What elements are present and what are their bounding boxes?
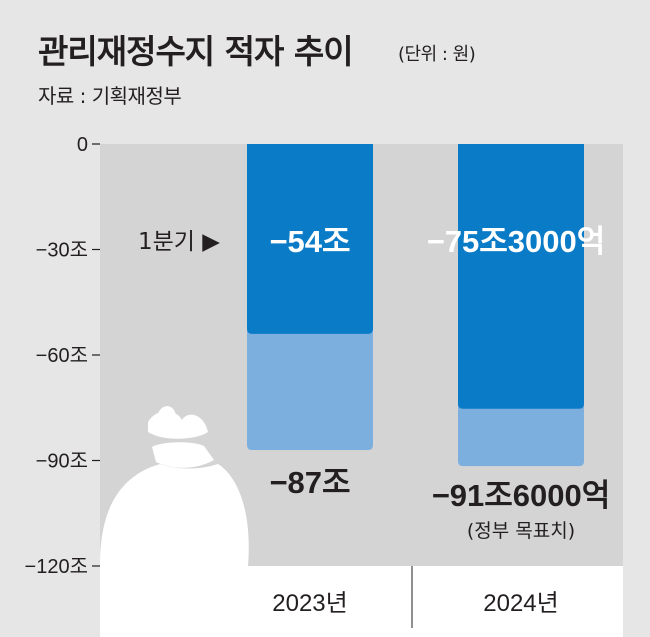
bar-q1 <box>247 144 373 334</box>
y-tick-label: 0 <box>77 134 88 156</box>
y-tick-label: −90조 <box>36 451 88 473</box>
y-tick-label: −60조 <box>36 345 88 367</box>
unit-note: (단위 : 원) <box>398 44 476 65</box>
data-label-q1: −75조3000억 <box>427 224 606 259</box>
bars <box>247 144 584 467</box>
data-label-q1: −54조 <box>269 224 350 259</box>
y-axis: 0 −30조 −60조 −90조 −120조 <box>25 134 100 578</box>
x-tick-label: 2023년 <box>272 590 347 617</box>
money-bag-icon <box>100 406 249 566</box>
data-labels: −87조 −91조6000억 −54조 −75조3000억 <box>269 224 610 513</box>
data-label-total: −87조 <box>269 465 350 500</box>
y-tick-label: −30조 <box>36 240 88 262</box>
x-tick-label: 2024년 <box>483 590 558 617</box>
bar-q1 <box>458 144 584 409</box>
y-tick-label: −120조 <box>25 556 88 578</box>
q1-annotation: 1분기 ▶ <box>138 229 220 255</box>
source-note: 자료 : 기획재정부 <box>38 84 182 108</box>
x-axis: 2023년 2024년 <box>272 590 558 617</box>
x-axis-band <box>100 566 623 637</box>
chart-title: 관리재정수지 적자 추이 <box>38 32 354 71</box>
target-annotation: (정부 목표치) <box>467 520 575 542</box>
data-label-total: −91조6000억 <box>432 478 611 513</box>
